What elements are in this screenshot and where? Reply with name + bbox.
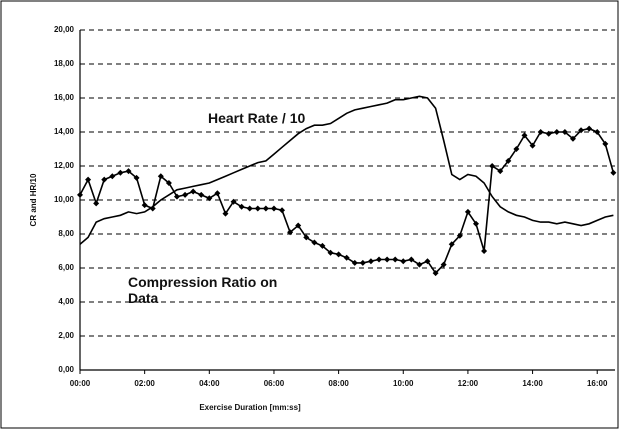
y-tick-label: 6,00 bbox=[58, 263, 74, 272]
data-point bbox=[133, 174, 140, 181]
data-point bbox=[594, 129, 601, 135]
annotation: Compression Ratio on Data bbox=[128, 274, 278, 306]
data-point bbox=[578, 127, 585, 134]
data-point bbox=[505, 157, 512, 164]
y-tick-label: 2,00 bbox=[58, 331, 74, 340]
y-tick-label: 18,00 bbox=[54, 59, 75, 68]
data-point bbox=[343, 254, 350, 261]
data-point bbox=[376, 256, 383, 263]
y-axis-label: CR and HR/10 bbox=[29, 173, 38, 226]
data-point bbox=[295, 222, 302, 229]
data-point bbox=[165, 180, 172, 186]
data-point bbox=[497, 168, 504, 175]
data-point bbox=[440, 261, 447, 268]
data-point bbox=[464, 208, 471, 215]
data-point bbox=[392, 256, 399, 263]
x-tick-label: 14:00 bbox=[522, 379, 543, 388]
series-line bbox=[79, 95, 614, 245]
data-point bbox=[149, 205, 156, 212]
data-point bbox=[287, 229, 294, 236]
y-tick-label: 8,00 bbox=[58, 229, 74, 238]
data-point bbox=[513, 146, 520, 152]
x-tick-label: 06:00 bbox=[264, 379, 285, 388]
x-tick-label: 04:00 bbox=[199, 379, 220, 388]
data-point bbox=[319, 242, 326, 249]
data-point bbox=[125, 168, 132, 175]
data-point bbox=[456, 232, 463, 239]
data-point bbox=[602, 140, 609, 147]
y-tick-label: 14,00 bbox=[54, 127, 75, 136]
x-tick-label: 12:00 bbox=[458, 379, 479, 388]
data-point bbox=[214, 190, 221, 197]
y-tick-label: 10,00 bbox=[54, 195, 75, 204]
data-point bbox=[448, 241, 455, 248]
data-point bbox=[182, 191, 189, 198]
x-tick-label: 00:00 bbox=[70, 379, 91, 388]
x-tick-label: 10:00 bbox=[393, 379, 414, 388]
data-point bbox=[157, 173, 164, 180]
data-point bbox=[262, 205, 269, 212]
y-tick-label: 4,00 bbox=[58, 297, 74, 306]
data-point bbox=[117, 169, 124, 176]
data-point bbox=[586, 125, 593, 132]
data-point bbox=[424, 258, 431, 265]
y-tick-label: 16,00 bbox=[54, 93, 75, 102]
data-point bbox=[109, 173, 116, 180]
data-point bbox=[190, 188, 197, 195]
x-tick-label: 16:00 bbox=[587, 379, 608, 388]
data-point bbox=[327, 249, 334, 256]
x-tick-label: 02:00 bbox=[134, 379, 155, 388]
data-point bbox=[553, 129, 560, 135]
data-point bbox=[85, 176, 92, 183]
data-point bbox=[77, 191, 83, 198]
data-point bbox=[472, 220, 479, 227]
data-point bbox=[521, 132, 528, 139]
data-point bbox=[400, 258, 407, 265]
data-point bbox=[311, 239, 318, 246]
data-point bbox=[335, 251, 342, 258]
data-point bbox=[367, 258, 374, 265]
data-point bbox=[408, 256, 415, 263]
data-point bbox=[173, 193, 180, 200]
y-tick-label: 0,00 bbox=[58, 365, 74, 374]
data-point bbox=[489, 163, 496, 169]
data-point bbox=[359, 259, 366, 266]
data-point bbox=[432, 270, 439, 277]
data-point bbox=[561, 129, 568, 135]
data-point bbox=[384, 256, 391, 263]
annotation: Heart Rate / 10 bbox=[208, 110, 306, 126]
data-point bbox=[481, 248, 488, 254]
data-point bbox=[254, 205, 261, 212]
data-point bbox=[279, 207, 286, 214]
data-point bbox=[529, 142, 536, 149]
y-tick-label: 12,00 bbox=[54, 161, 75, 170]
data-point bbox=[610, 169, 617, 176]
data-point bbox=[198, 191, 205, 198]
data-point bbox=[101, 176, 108, 183]
data-point bbox=[569, 135, 576, 142]
data-point bbox=[238, 203, 245, 210]
x-axis-label: Exercise Duration [mm:ss] bbox=[199, 403, 301, 412]
data-point bbox=[270, 205, 277, 212]
data-point bbox=[537, 129, 544, 135]
data-point bbox=[416, 261, 423, 268]
data-point bbox=[230, 198, 237, 205]
data-point bbox=[303, 234, 310, 241]
data-point bbox=[222, 210, 229, 217]
y-tick-label: 20,00 bbox=[54, 25, 75, 34]
data-point bbox=[141, 202, 148, 209]
data-point bbox=[351, 259, 358, 266]
x-tick-label: 08:00 bbox=[328, 379, 349, 388]
data-point bbox=[246, 205, 253, 212]
data-point bbox=[545, 130, 552, 137]
data-point bbox=[206, 195, 213, 202]
data-point bbox=[93, 200, 100, 207]
